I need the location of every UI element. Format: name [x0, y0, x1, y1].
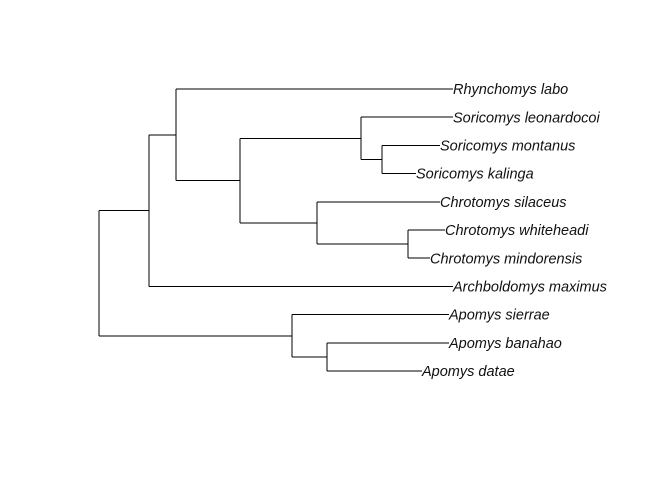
tree-branches	[98, 88, 453, 372]
tip-label: Soricomys montanus	[440, 138, 575, 154]
tip-label: Archboldomys maximus	[452, 279, 607, 295]
tip-label: Apomys datae	[421, 364, 515, 380]
tip-label: Soricomys leonardocoi	[453, 110, 600, 126]
tip-label: Soricomys kalinga	[416, 167, 534, 183]
tip-label: Apomys banahao	[448, 336, 562, 352]
tip-label: Chrotomys mindorensis	[430, 251, 582, 267]
tip-label: Rhynchomys labo	[453, 82, 568, 98]
tip-label: Apomys sierrae	[448, 308, 550, 324]
tip-label: Chrotomys whiteheadi	[445, 223, 589, 239]
tip-labels: Rhynchomys labo Soricomys leonardocoi Sori…	[416, 82, 607, 380]
tip-label: Chrotomys silaceus	[440, 195, 567, 211]
